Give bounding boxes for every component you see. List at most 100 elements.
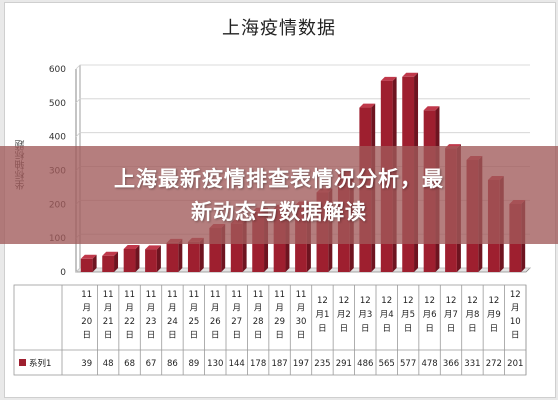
data-label: 577 bbox=[400, 359, 416, 369]
x-tick-label: 日 bbox=[254, 331, 263, 341]
x-tick-label: 12 bbox=[360, 296, 371, 306]
x-tick-label: 月 bbox=[211, 304, 220, 314]
x-tick-label: 11 bbox=[146, 290, 157, 300]
data-label: 331 bbox=[464, 359, 480, 369]
x-tick-label: 12 bbox=[381, 296, 392, 306]
data-label: 178 bbox=[250, 359, 266, 369]
data-label: 201 bbox=[507, 359, 523, 369]
x-tick-label: 日 bbox=[275, 331, 284, 341]
data-label: 486 bbox=[357, 359, 373, 369]
headline-line-2: 新动态与数据解读 bbox=[191, 200, 367, 224]
data-label: 187 bbox=[271, 359, 287, 369]
data-label: 130 bbox=[207, 359, 223, 369]
x-tick-label: 日 bbox=[125, 331, 134, 341]
data-label: 67 bbox=[146, 359, 157, 369]
legend-label: 系列1 bbox=[29, 358, 51, 369]
bar-top bbox=[145, 245, 161, 250]
bar-side bbox=[92, 254, 97, 272]
x-tick-label: 月 bbox=[190, 304, 199, 314]
x-tick-label: 日 bbox=[318, 324, 327, 334]
bar bbox=[230, 223, 243, 272]
x-tick-label: 月4 bbox=[380, 310, 394, 320]
bar-side bbox=[135, 244, 140, 272]
x-tick-label: 28 bbox=[253, 317, 264, 327]
bar bbox=[102, 255, 115, 272]
bar-top bbox=[380, 76, 397, 81]
bar-side bbox=[156, 245, 161, 272]
x-tick-label: 11 bbox=[103, 290, 114, 300]
chart-title: 上海疫情数据 bbox=[222, 18, 336, 39]
x-tick-label: 22 bbox=[124, 317, 135, 327]
x-tick-label: 24 bbox=[167, 317, 178, 327]
x-tick-label: 日 bbox=[404, 324, 413, 334]
x-tick-label: 日 bbox=[490, 324, 499, 334]
x-tick-label: 日 bbox=[340, 324, 349, 334]
x-tick-label: 25 bbox=[188, 317, 199, 327]
x-tick-label: 11 bbox=[81, 290, 92, 300]
x-tick-label: 月 bbox=[104, 304, 113, 314]
data-label: 291 bbox=[336, 359, 352, 369]
x-tick-label: 月1 bbox=[315, 310, 329, 320]
x-tick-label: 月 bbox=[82, 304, 91, 314]
data-label: 272 bbox=[486, 359, 502, 369]
x-tick-label: 日 bbox=[425, 324, 434, 334]
bar-top bbox=[402, 72, 419, 77]
y-tick-label: 600 bbox=[49, 65, 66, 75]
x-tick-label: 29 bbox=[274, 317, 285, 327]
x-tick-label: 日 bbox=[232, 331, 241, 341]
data-label: 68 bbox=[124, 359, 135, 369]
bar bbox=[123, 248, 136, 272]
x-tick-label: 日 bbox=[468, 324, 477, 334]
x-tick-label: 12 bbox=[424, 296, 435, 306]
bar-top bbox=[359, 103, 376, 108]
data-label: 478 bbox=[421, 359, 437, 369]
x-tick-label: 月 bbox=[297, 304, 306, 314]
y-tick-label: 400 bbox=[49, 133, 66, 143]
x-tick-label: 30 bbox=[296, 317, 307, 327]
x-tick-label: 12 bbox=[446, 296, 457, 306]
bar bbox=[145, 249, 157, 272]
bar-side bbox=[114, 251, 119, 272]
x-tick-label: 月8 bbox=[465, 310, 479, 320]
data-label: 48 bbox=[103, 359, 114, 369]
x-tick-label: 月 bbox=[275, 304, 284, 314]
headline-line-1: 上海最新疫情排查表情况分析，最 bbox=[114, 167, 444, 191]
data-label: 144 bbox=[229, 359, 245, 369]
headline: 上海最新疫情排查表情况分析，最 新动态与数据解读 bbox=[0, 163, 558, 229]
x-tick-label: 月 bbox=[232, 304, 241, 314]
x-tick-label: 12 bbox=[488, 296, 499, 306]
gridline bbox=[75, 267, 530, 273]
data-label: 197 bbox=[293, 359, 309, 369]
x-tick-label: 20 bbox=[81, 317, 92, 327]
x-tick-label: 11 bbox=[231, 290, 242, 300]
x-tick-label: 12 bbox=[317, 296, 328, 306]
x-tick-label: 日 bbox=[447, 324, 456, 334]
x-tick-label: 日 bbox=[382, 324, 391, 334]
bar-side bbox=[178, 238, 183, 272]
x-tick-label: 11 bbox=[253, 290, 264, 300]
x-tick-label: 12 bbox=[510, 290, 521, 300]
x-tick-label: 11 bbox=[210, 290, 221, 300]
bar-side bbox=[199, 237, 204, 272]
x-tick-label: 日 bbox=[82, 331, 91, 341]
x-tick-label: 日 bbox=[168, 331, 177, 341]
x-tick-label: 12 bbox=[403, 296, 414, 306]
x-tick-label: 月9 bbox=[487, 310, 501, 320]
x-tick-label: 26 bbox=[210, 317, 221, 327]
x-tick-label: 27 bbox=[231, 317, 242, 327]
data-label: 86 bbox=[167, 359, 178, 369]
bar bbox=[187, 241, 200, 272]
x-tick-label: 10 bbox=[510, 317, 521, 327]
x-tick-label: 12 bbox=[467, 296, 478, 306]
x-tick-label: 月2 bbox=[337, 310, 351, 320]
x-tick-label: 月3 bbox=[358, 310, 372, 320]
x-tick-label: 11 bbox=[188, 290, 199, 300]
bar bbox=[166, 242, 179, 272]
x-tick-label: 日 bbox=[104, 331, 113, 341]
x-tick-label: 日 bbox=[190, 331, 199, 341]
data-label: 565 bbox=[379, 359, 395, 369]
bar-top bbox=[423, 106, 440, 111]
bar-top bbox=[102, 251, 119, 256]
bar-top bbox=[80, 254, 97, 259]
x-tick-label: 日 bbox=[361, 324, 370, 334]
